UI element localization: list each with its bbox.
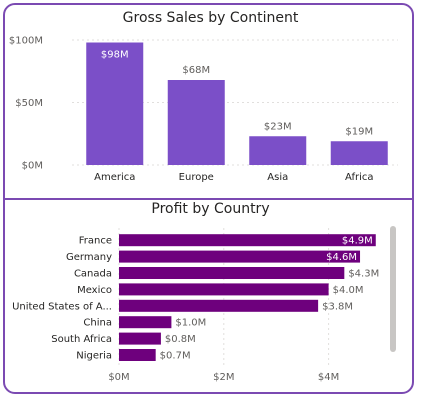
chart-divider <box>3 198 414 200</box>
country-label: Canada <box>74 269 112 280</box>
bar-africa <box>330 141 388 165</box>
bar-country <box>119 234 376 247</box>
x-tick-label: $0M <box>108 372 129 383</box>
bar-country <box>119 250 361 263</box>
country-label: South Africa <box>51 334 112 345</box>
bar-country <box>119 267 345 279</box>
country-label: France <box>79 236 112 247</box>
country-label: Nigeria <box>76 351 112 362</box>
bar-country <box>119 332 161 345</box>
data-label: $3.8M <box>322 301 353 312</box>
country-label: Mexico <box>77 285 112 296</box>
y-tick-label: $50M <box>15 98 43 109</box>
data-label: $0.8M <box>165 334 196 345</box>
scrollbar-thumb[interactable] <box>390 226 396 352</box>
bar-europe <box>167 80 225 165</box>
bar-america <box>86 42 144 165</box>
x-tick-label: $4M <box>318 372 339 383</box>
data-label: $1.0M <box>175 318 206 329</box>
data-label: $68M <box>182 65 210 76</box>
data-label: $4.9M <box>342 236 373 247</box>
bar-asia <box>249 136 307 165</box>
bar-country <box>119 283 329 296</box>
data-label: $23M <box>264 121 292 132</box>
country-label: United States of A... <box>12 301 112 312</box>
profit-title: Profit by Country <box>151 201 270 217</box>
data-label: $4.6M <box>326 252 357 263</box>
y-tick-label: $100M <box>9 36 43 47</box>
data-label: $98M <box>101 50 129 61</box>
category-label: Europe <box>179 172 214 183</box>
country-label: China <box>83 318 112 329</box>
bar-country <box>119 299 319 312</box>
data-label: $0.7M <box>160 351 191 362</box>
x-tick-label: $2M <box>213 372 234 383</box>
bar-country <box>119 316 172 329</box>
category-label: Africa <box>345 172 374 183</box>
bar-country <box>119 349 156 361</box>
data-label: $4.0M <box>333 285 364 296</box>
gross-sales-chart: $0M $50M $100M $98M America $68M Europe $23M Asi… <box>9 36 398 183</box>
country-label: Germany <box>66 252 112 263</box>
category-label: Asia <box>267 172 288 183</box>
data-label: $19M <box>345 126 373 137</box>
data-label: $4.3M <box>348 269 379 280</box>
category-label: America <box>94 172 135 183</box>
gross-sales-title: Gross Sales by Continent <box>122 10 299 26</box>
y-tick-label: $0M <box>22 161 43 172</box>
